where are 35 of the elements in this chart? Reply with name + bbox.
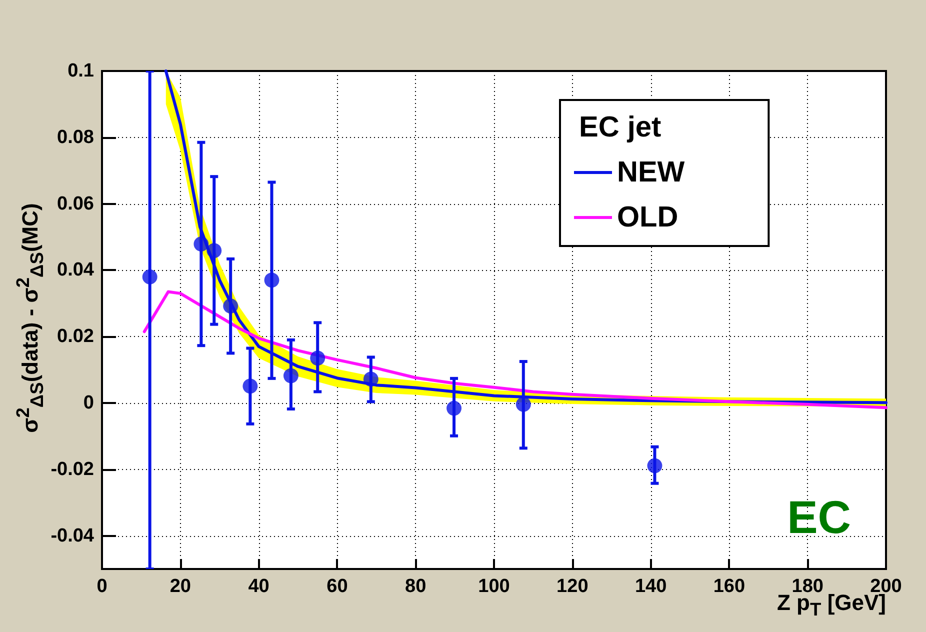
y-tick-label: -0.02 — [50, 458, 94, 480]
point — [516, 396, 531, 412]
y-tick-label: 0.08 — [57, 126, 94, 148]
point — [223, 298, 238, 314]
x-tick-label: 20 — [170, 576, 191, 597]
x-tick-label: 100 — [478, 576, 510, 597]
y-tick-label: 0.06 — [57, 193, 94, 214]
y-tick-label: 0 — [83, 392, 94, 414]
point — [647, 458, 662, 474]
point — [264, 272, 280, 288]
point — [242, 378, 258, 394]
y-tick-label: 0.04 — [57, 260, 94, 281]
point — [206, 243, 222, 258]
point — [310, 350, 326, 366]
x-tick-label: 0 — [96, 576, 108, 597]
x-tick-label: 40 — [248, 576, 270, 597]
line-series — [142, 290, 888, 410]
legend-title: EC jet — [579, 112, 662, 144]
point — [446, 400, 462, 416]
x-tick-label: 80 — [405, 576, 426, 597]
point — [283, 368, 298, 384]
legend-label: OLD — [617, 202, 678, 234]
y-tick-label: 0.1 — [68, 60, 94, 82]
y-tick-label: 0.02 — [57, 326, 94, 348]
x-tick-label: 140 — [634, 576, 667, 597]
x-tick-label: 180 — [792, 576, 824, 597]
point — [142, 269, 158, 284]
x-tick-label: 160 — [713, 576, 746, 597]
legend-label: NEW — [617, 156, 686, 188]
point — [363, 372, 378, 387]
y-tick-label: -0.04 — [50, 525, 94, 546]
point — [194, 236, 209, 252]
annotation: EC — [787, 491, 852, 543]
x-tick-label: 120 — [556, 576, 588, 597]
x-tick-label: 60 — [326, 576, 348, 597]
